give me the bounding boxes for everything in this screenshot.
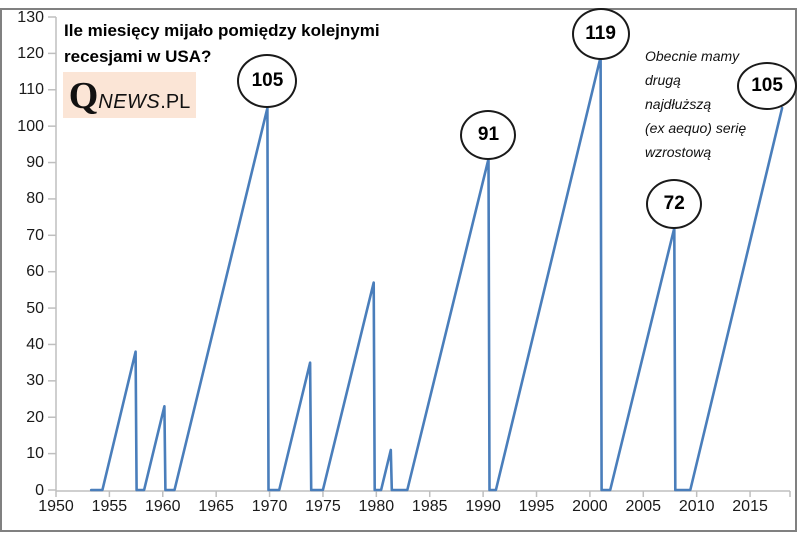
x-axis-label-1965: 1965	[198, 498, 234, 515]
x-axis-label-1985: 1985	[411, 498, 448, 515]
qnews-logo: Q NEWS .PL	[63, 72, 196, 118]
peak-callout-3-72: 72	[646, 179, 703, 230]
peak-callout-1-91: 91	[460, 109, 517, 160]
x-axis-label-2010: 2010	[678, 498, 715, 515]
x-axis-label-1995: 1995	[518, 498, 555, 515]
y-axis-label-130: 130	[17, 8, 44, 26]
logo-pl-text: .PL	[160, 91, 191, 113]
y-axis-label-50: 50	[26, 299, 44, 317]
y-axis-label-40: 40	[26, 335, 44, 353]
logo-news-text: NEWS	[98, 91, 161, 113]
y-axis-label-100: 100	[17, 117, 44, 135]
peak-callout-value: 91	[477, 123, 500, 145]
data-series-line	[89, 55, 784, 492]
y-axis-label-30: 30	[26, 372, 44, 390]
peak-callout-2-119: 119	[571, 8, 630, 61]
y-axis-label-20: 20	[26, 408, 44, 426]
y-axis-label-120: 120	[17, 44, 44, 62]
peak-callout-4-105: 105	[737, 61, 798, 110]
x-axis-label-1990: 1990	[465, 498, 501, 515]
x-axis-label-1955: 1955	[91, 498, 128, 515]
x-axis-label-1960: 1960	[144, 498, 181, 515]
x-axis-label-1975: 1975	[305, 498, 341, 515]
x-axis-label-1970: 1970	[251, 498, 288, 515]
y-axis-label-0: 0	[35, 481, 44, 499]
y-axis-label-60: 60	[26, 263, 44, 281]
peak-callout-value: 105	[751, 74, 783, 96]
x-axis-label-2000: 2000	[572, 498, 608, 515]
y-axis-label-70: 70	[26, 226, 44, 244]
peak-callout-value: 119	[585, 23, 616, 45]
x-axis-label-1980: 1980	[358, 498, 395, 515]
peak-callout-0-105: 105	[237, 53, 298, 108]
x-axis-label-2015: 2015	[732, 498, 768, 515]
y-axis-label-90: 90	[26, 154, 44, 172]
x-axis-label-1950: 1950	[38, 498, 74, 515]
chart-title: Ile miesięcy mijało pomiędzy kolejnymi r…	[64, 21, 380, 66]
growth-streak-annotation: Obecnie mamy drugą najdłuższą (ex aequo)…	[645, 48, 747, 160]
y-axis-label-10: 10	[26, 445, 44, 463]
y-axis-label-80: 80	[26, 190, 44, 208]
peak-callout-value: 105	[251, 69, 284, 91]
peak-callout-value: 72	[663, 193, 685, 215]
y-axis-label-110: 110	[18, 81, 44, 99]
x-axis-label-2005: 2005	[625, 498, 662, 515]
logo-letter-q: Q	[68, 75, 99, 117]
